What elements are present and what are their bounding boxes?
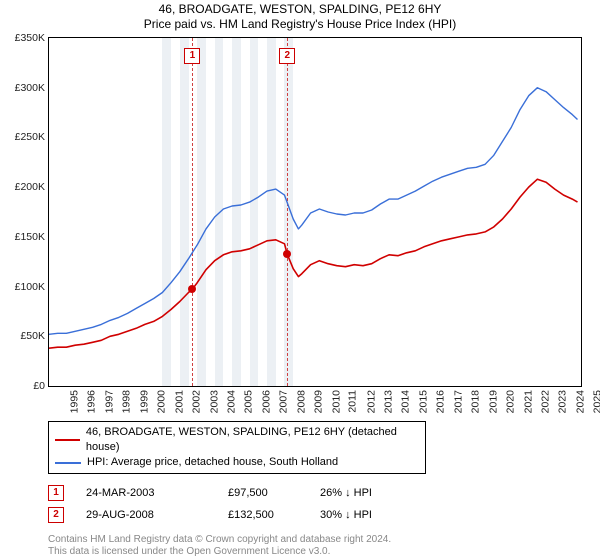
sale-delta: 26% ↓ HPI: [320, 487, 372, 499]
chart-title-line2: Price paid vs. HM Land Registry's House …: [0, 17, 600, 31]
x-axis-label: 2021: [522, 390, 534, 413]
sales-table: 1 24-MAR-2003 £97,500 26% ↓ HPI 2 29-AUG…: [48, 482, 588, 526]
x-axis-label: 2016: [435, 390, 447, 413]
attribution: Contains HM Land Registry data © Crown c…: [48, 534, 588, 558]
x-axis-label: 2009: [313, 390, 325, 413]
y-axis-label: £200K: [15, 181, 49, 193]
sale-price: £97,500: [228, 487, 298, 499]
x-axis-label: 2020: [504, 390, 516, 413]
y-axis-label: £100K: [15, 281, 49, 293]
y-axis-label: £250K: [15, 131, 49, 143]
x-axis-label: 2023: [557, 390, 569, 413]
legend-swatch-hpi: [55, 462, 81, 464]
x-axis-label: 2015: [417, 390, 429, 413]
x-axis-label: 2014: [400, 390, 412, 413]
x-axis-label: 2004: [225, 390, 237, 413]
x-axis-label: 2001: [173, 390, 185, 413]
legend-label-property: 46, BROADGATE, WESTON, SPALDING, PE12 6H…: [86, 425, 419, 455]
sale-point: [188, 285, 196, 293]
x-axis-label: 2003: [208, 390, 220, 413]
x-axis-label: 1995: [68, 390, 80, 413]
y-axis-label: £50K: [20, 330, 49, 342]
sale-date: 29-AUG-2008: [86, 509, 206, 521]
sale-date: 24-MAR-2003: [86, 487, 206, 499]
x-axis-label: 1997: [103, 390, 115, 413]
x-axis-label: 2011: [347, 390, 359, 413]
chart-lines: [49, 38, 581, 386]
x-axis-label: 2010: [330, 390, 342, 413]
attribution-line2: This data is licensed under the Open Gov…: [48, 546, 588, 558]
x-axis-label: 2013: [382, 390, 394, 413]
sale-price: £132,500: [228, 509, 298, 521]
chart-plot-area: £0£50K£100K£150K£200K£250K£300K£350K1995…: [48, 37, 582, 387]
x-axis-label: 2008: [295, 390, 307, 413]
legend-row: HPI: Average price, detached house, Sout…: [55, 455, 419, 470]
x-axis-label: 2002: [190, 390, 202, 413]
x-axis-label: 2022: [539, 390, 551, 413]
chart-titles: 46, BROADGATE, WESTON, SPALDING, PE12 6H…: [0, 0, 600, 31]
legend: 46, BROADGATE, WESTON, SPALDING, PE12 6H…: [48, 421, 426, 474]
legend-label-hpi: HPI: Average price, detached house, Sout…: [87, 455, 338, 470]
x-axis-label: 1996: [86, 390, 98, 413]
y-axis-label: £150K: [15, 231, 49, 243]
attribution-line1: Contains HM Land Registry data © Crown c…: [48, 534, 588, 546]
legend-row: 46, BROADGATE, WESTON, SPALDING, PE12 6H…: [55, 425, 419, 455]
y-axis-label: £350K: [15, 32, 49, 44]
x-axis-label: 2017: [452, 390, 464, 413]
x-axis-label: 2006: [260, 390, 272, 413]
x-axis-label: 2025: [592, 390, 600, 413]
x-axis-label: 2007: [278, 390, 290, 413]
legend-swatch-property: [55, 439, 80, 441]
x-axis-label: 2005: [243, 390, 255, 413]
series-hpi: [49, 88, 578, 335]
x-axis-label: 2000: [156, 390, 168, 413]
series-property: [49, 179, 578, 348]
chart-title-line1: 46, BROADGATE, WESTON, SPALDING, PE12 6H…: [0, 2, 600, 16]
x-axis-label: 2018: [470, 390, 482, 413]
y-axis-label: £300K: [15, 82, 49, 94]
x-axis-label: 1998: [121, 390, 133, 413]
sale-marker-1-icon: 1: [48, 485, 64, 501]
x-axis-label: 2019: [487, 390, 499, 413]
x-axis-label: 1999: [138, 390, 150, 413]
table-row: 1 24-MAR-2003 £97,500 26% ↓ HPI: [48, 482, 588, 504]
y-axis-label: £0: [33, 380, 49, 392]
table-row: 2 29-AUG-2008 £132,500 30% ↓ HPI: [48, 504, 588, 526]
sale-point: [283, 250, 291, 258]
sale-delta: 30% ↓ HPI: [320, 509, 372, 521]
sale-marker-2-icon: 2: [48, 507, 64, 523]
x-axis-label: 2012: [365, 390, 377, 413]
x-axis-label: 2024: [574, 390, 586, 413]
